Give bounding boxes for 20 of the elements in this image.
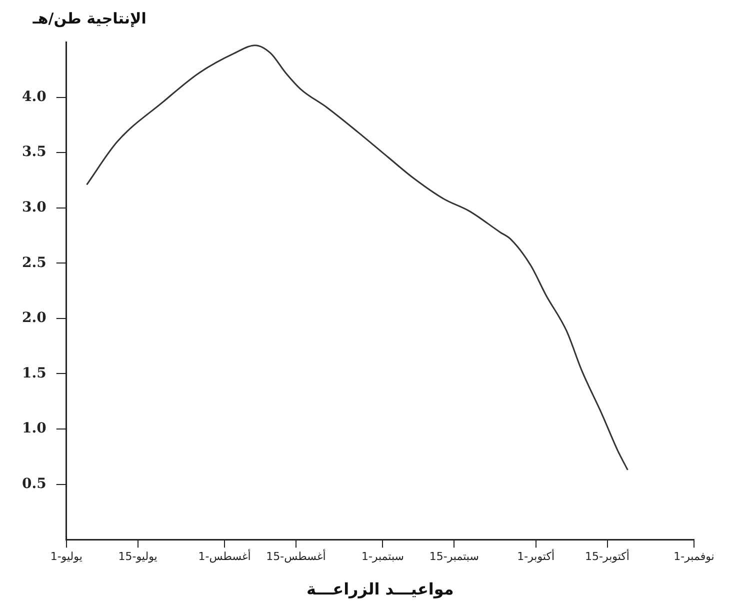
x-axis-title: مواعيـــد الزراعـــة <box>306 580 454 599</box>
y-tick-label: 0.5 <box>22 476 46 492</box>
x-tick-label: 15-سبتمبر <box>429 550 479 564</box>
y-axis-title: الإنتاجية طن/هـ <box>32 9 146 28</box>
x-tick-label: 1-نوفمبر <box>674 550 714 564</box>
x-tick-label: 1-يوليو <box>50 550 82 564</box>
x-tick-label: 15-أكتوبر <box>585 549 630 564</box>
x-tick-label: 1-أكتوبر <box>517 549 555 564</box>
line-series <box>86 44 628 471</box>
y-tick-label: 3.5 <box>22 144 46 160</box>
y-tick-label: 2.0 <box>22 310 47 326</box>
x-tick-label: 15-يوليو <box>118 550 158 564</box>
y-tick-label: 2.5 <box>22 254 46 271</box>
y-tick-label: 1.5 <box>22 365 46 382</box>
y-tick-label: 3.0 <box>22 200 47 216</box>
y-tick-label: 4.0 <box>22 88 47 105</box>
x-tick-label: 15-أغسطس <box>266 549 326 564</box>
x-tick-label: 1-سبتمبر <box>361 550 404 564</box>
x-tick-label: 1-أغسطس <box>198 549 251 564</box>
y-tick-label: 1.0 <box>22 420 47 437</box>
